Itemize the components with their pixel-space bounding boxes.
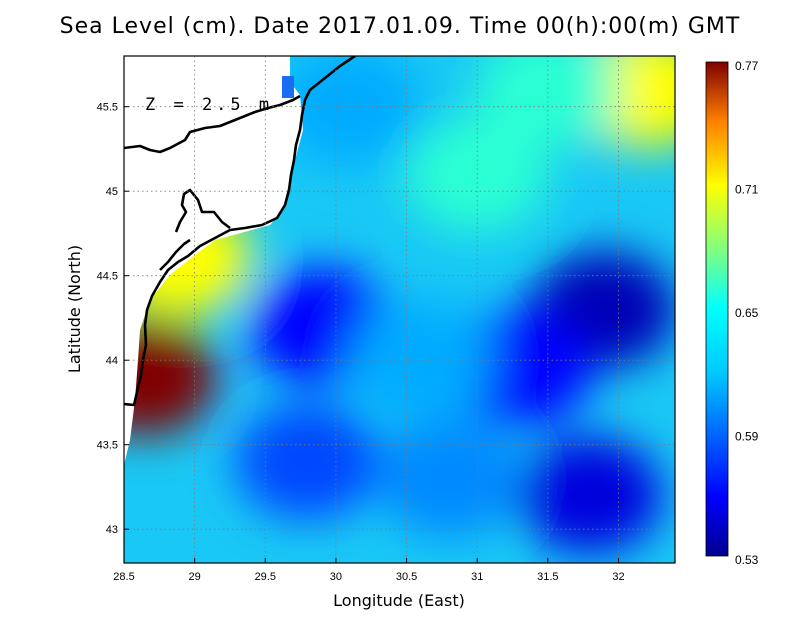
inland-outline xyxy=(124,94,301,154)
land-mass xyxy=(124,56,303,465)
x-tick-label: 30 xyxy=(330,571,342,583)
chart-title: Sea Level (cm). Date 2017.01.09. Time 00… xyxy=(59,14,741,39)
x-tick-label: 29.5 xyxy=(255,571,276,583)
y-tick-label: 43 xyxy=(106,524,118,536)
depth-annotation: Z = 2.5 m xyxy=(145,95,273,115)
y-tick-label: 44 xyxy=(106,355,118,367)
colorbar-frame xyxy=(705,61,729,557)
field-blob xyxy=(518,437,663,554)
field-blob xyxy=(475,56,620,148)
x-tick-label: 30.5 xyxy=(396,571,417,583)
x-tick-label: 29 xyxy=(189,571,201,583)
plot-frame xyxy=(123,55,676,564)
grid-lines xyxy=(124,56,675,563)
x-tick-label: 28.5 xyxy=(113,571,134,583)
colorbar xyxy=(706,62,728,556)
lagoon-feature xyxy=(282,76,294,98)
field-blob xyxy=(348,302,493,419)
y-tick-label: 44.5 xyxy=(97,271,118,283)
field-blob xyxy=(376,420,521,537)
x-tick-label: 32 xyxy=(612,571,624,583)
inland-outline-2 xyxy=(174,188,231,233)
colorbar-tick-label: 0.77 xyxy=(735,59,759,73)
x-axis-label: Longitude (East) xyxy=(333,591,465,610)
y-axis-ticks: 43 43.5 44 44.5 45 45.5 xyxy=(97,102,129,536)
y-tick-label: 43.5 xyxy=(97,440,118,452)
inland-outline-3 xyxy=(159,238,191,271)
colorbar-tick-label: 0.71 xyxy=(735,183,759,197)
y-axis-label: Latitude (North) xyxy=(65,245,84,373)
field-blob xyxy=(235,403,380,520)
colorbar-tick-label: 0.59 xyxy=(735,430,759,444)
colorbar-tick-label: 0.65 xyxy=(735,306,759,320)
colorbar-ticks: 0.77 0.71 0.65 0.59 0.53 xyxy=(735,59,759,567)
colorbar-tick-label: 0.53 xyxy=(735,553,759,567)
field-blob xyxy=(278,56,423,165)
field-blob xyxy=(124,319,218,436)
x-tick-label: 31.5 xyxy=(537,571,558,583)
y-tick-label: 45.5 xyxy=(97,102,118,114)
y-tick-label: 45 xyxy=(106,186,118,198)
x-axis-ticks: 28.5 29 29.5 30 30.5 31 31.5 32 xyxy=(113,558,625,583)
coastline xyxy=(124,56,356,407)
x-tick-label: 31 xyxy=(471,571,483,583)
